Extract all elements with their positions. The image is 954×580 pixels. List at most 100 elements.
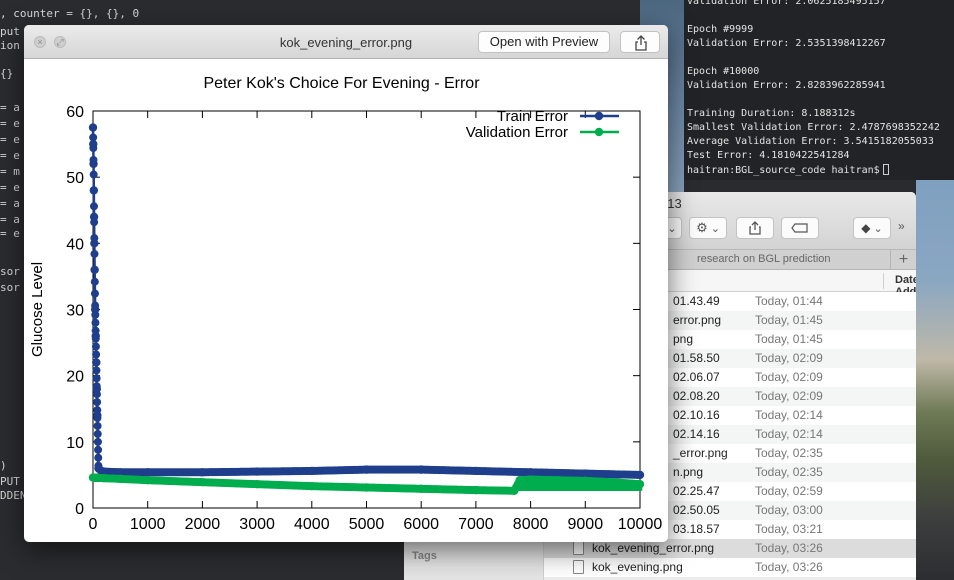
code-line: ion xyxy=(0,39,20,52)
file-name: kok_evening_error.png xyxy=(592,541,715,555)
series-point-train xyxy=(92,358,101,367)
file-date-added: Today, 02:59 xyxy=(755,484,823,498)
series-point-train xyxy=(198,468,207,477)
series-point-validation xyxy=(471,485,481,495)
series-point-train xyxy=(526,468,535,477)
share-button[interactable] xyxy=(620,31,660,53)
fullscreen-button[interactable]: ⤢ xyxy=(54,36,66,48)
x-tick-label: 8000 xyxy=(513,516,549,533)
series-point-train xyxy=(89,186,99,195)
x-tick-label: 5000 xyxy=(349,516,385,533)
series-point-train xyxy=(94,445,103,454)
y-tick-label: 50 xyxy=(66,170,84,187)
series-point-train xyxy=(89,139,98,149)
code-line: = e xyxy=(0,227,20,240)
terminal-line: Smallest Validation Error: 2.47876983522… xyxy=(687,122,940,133)
series-point-train xyxy=(93,429,102,438)
series-point-train xyxy=(93,437,102,446)
code-line: = a xyxy=(0,101,20,114)
sidebar-section-tags[interactable]: Tags xyxy=(412,550,437,562)
series-point-validation xyxy=(362,483,371,492)
series-point-train xyxy=(88,123,98,132)
series-point-train xyxy=(92,374,101,383)
toolbar-overflow-icon[interactable]: » xyxy=(898,219,905,233)
file-date-added: Today, 02:35 xyxy=(755,446,823,460)
dropbox-button[interactable]: ◆ ⌄ xyxy=(853,217,891,239)
file-row[interactable]: kok_evening_error.png Today, 03:26 xyxy=(544,539,916,558)
file-row[interactable]: kok_evening.png Today, 03:26 xyxy=(544,558,916,577)
file-date-added: Today, 02:09 xyxy=(755,370,823,384)
series-point-train xyxy=(91,342,100,351)
series-point-validation xyxy=(99,474,109,483)
terminal-line: Training Duration: 8.188312s xyxy=(687,108,856,119)
image-view: Peter Kok's Choice For Evening - Error Gl… xyxy=(27,62,662,539)
file-name: png xyxy=(673,332,694,346)
series-point-train xyxy=(116,468,125,477)
column-divider[interactable] xyxy=(883,273,884,289)
series-point-train xyxy=(89,170,98,179)
terminal-line: Test Error: 4.1810422541284 xyxy=(687,150,850,161)
series-point-train xyxy=(93,411,102,420)
chevron-down-icon: ⌄ xyxy=(873,222,883,235)
series-point-train xyxy=(90,265,99,274)
close-icon: × xyxy=(37,37,43,47)
file-name: 02.08.20 xyxy=(673,389,720,403)
file-name: 02.14.16 xyxy=(673,427,720,441)
x-tick-label: 4000 xyxy=(294,516,330,533)
series-point-train xyxy=(92,350,101,359)
code-line: PUT xyxy=(0,475,20,488)
legend-label: Validation Error xyxy=(466,124,568,141)
series-point-train xyxy=(471,466,481,476)
y-tick-label: 40 xyxy=(66,236,84,253)
code-line: sor xyxy=(0,281,20,294)
code-line: {} xyxy=(0,67,14,80)
y-tick-label: 20 xyxy=(66,369,84,386)
code-line: = e xyxy=(0,149,20,162)
quicklook-title: kok_evening_error.png xyxy=(279,35,413,50)
series-point-train xyxy=(635,470,645,480)
desktop-background-photo xyxy=(916,180,954,580)
series-point-validation xyxy=(143,476,152,485)
share-icon xyxy=(749,221,761,235)
code-line: put xyxy=(0,25,20,38)
gear-icon: ⚙ xyxy=(696,220,708,235)
terminal-window[interactable]: Validation Error: 2.0625185495157 Epoch #… xyxy=(684,0,954,180)
file-date-added: Today, 02:09 xyxy=(755,389,823,403)
file-name: n.png xyxy=(673,465,704,479)
legend-marker xyxy=(594,111,604,121)
code-line: = e xyxy=(0,117,20,130)
file-date-added: Today, 03:00 xyxy=(755,503,823,517)
y-tick-label: 0 xyxy=(75,501,84,518)
action-button[interactable]: ⚙ ⌄ xyxy=(689,217,727,239)
terminal-line: Epoch #10000 xyxy=(687,66,760,77)
code-line: = a xyxy=(0,213,20,226)
file-date-added: Today, 01:45 xyxy=(755,313,823,327)
series-point-validation xyxy=(88,473,98,482)
close-button[interactable]: × xyxy=(34,36,46,48)
file-date-added: Today, 01:45 xyxy=(755,332,823,346)
y-tick-label: 30 xyxy=(66,303,84,320)
y-tick-label: 10 xyxy=(66,435,84,452)
series-point-train xyxy=(89,212,99,222)
open-with-preview-button[interactable]: Open with Preview xyxy=(478,31,610,53)
file-date-added: Today, 02:35 xyxy=(755,465,823,479)
series-point-train xyxy=(581,469,590,478)
new-tab-button[interactable]: + xyxy=(890,250,916,270)
share-icon xyxy=(635,35,647,51)
series-point-validation xyxy=(252,479,262,489)
terminal-line: Average Validation Error: 3.541518205503… xyxy=(687,136,934,147)
series-line-train xyxy=(91,127,641,477)
file-name: error.png xyxy=(673,313,722,327)
terminal-line: Validation Error: 2.5351398412267 xyxy=(687,38,886,49)
x-tick-label: 2000 xyxy=(185,516,221,533)
terminal-line: haitran:BGL_source_code haitran$ xyxy=(687,164,889,176)
series-point-validation xyxy=(307,481,316,491)
series-point-train xyxy=(99,467,109,476)
series-point-train xyxy=(252,467,262,476)
series-point-train xyxy=(307,466,316,476)
file-name: 02.25.47 xyxy=(673,484,720,498)
series-point-train xyxy=(89,202,98,211)
share-button[interactable] xyxy=(736,217,774,239)
tab-research[interactable]: research on BGL prediction xyxy=(697,253,831,265)
edit-tags-button[interactable] xyxy=(781,217,819,239)
